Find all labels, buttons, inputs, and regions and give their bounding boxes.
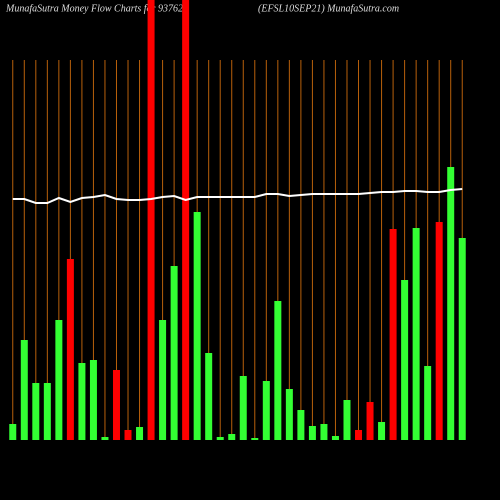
bar [343, 400, 351, 440]
bar [401, 280, 409, 440]
bar [435, 222, 443, 440]
chart-subtitle: (EFSL10SEP21) MunafaSutra.com [258, 3, 399, 14]
bar [262, 381, 270, 440]
bar [308, 426, 316, 440]
bar [412, 228, 420, 440]
bar [78, 363, 86, 440]
bar [366, 402, 374, 440]
bar [32, 383, 40, 440]
bar [136, 427, 144, 440]
bar [55, 320, 63, 440]
bar [216, 437, 224, 440]
bar [458, 238, 466, 440]
bar [20, 340, 28, 440]
bar [228, 434, 236, 440]
bar [378, 422, 386, 440]
bar [124, 430, 132, 440]
bar [389, 229, 397, 440]
bar [297, 410, 305, 440]
bar [331, 436, 339, 440]
bar [320, 424, 328, 440]
bar [205, 353, 213, 440]
bar [101, 437, 109, 440]
bar [159, 320, 167, 440]
bar [285, 389, 293, 440]
bar [274, 301, 282, 440]
money-flow-line [12, 188, 463, 204]
bar [43, 383, 51, 440]
bar [182, 0, 190, 440]
bar [147, 0, 155, 440]
bar [66, 259, 74, 440]
bar [355, 430, 363, 440]
bar [447, 167, 455, 440]
bar [251, 438, 259, 440]
bar [239, 376, 247, 440]
chart-title: MunafaSutra Money Flow Charts for 937629 [5, 3, 188, 14]
bar [89, 360, 97, 440]
bar [9, 424, 17, 440]
bar [424, 366, 432, 440]
plot [9, 0, 466, 440]
bar [193, 212, 201, 440]
bar [170, 266, 178, 440]
bar [112, 370, 120, 440]
